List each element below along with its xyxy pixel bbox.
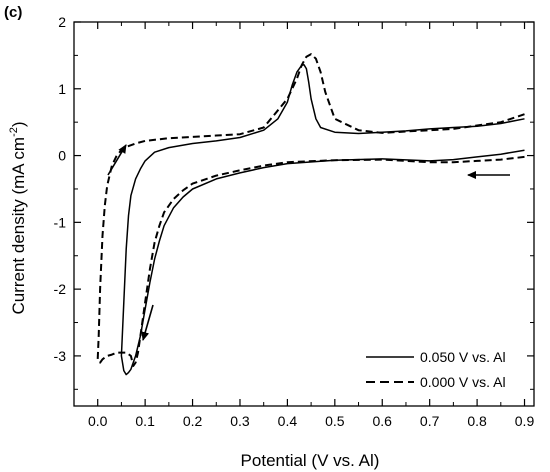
arrow-forward-scan bbox=[107, 144, 127, 176]
x-tick-label: 0.2 bbox=[183, 413, 203, 429]
legend-label-dashed: 0.000 V vs. Al bbox=[420, 374, 506, 390]
arrow-reverse-scan bbox=[141, 304, 154, 341]
y-tick-label: 0 bbox=[58, 148, 66, 164]
plot-area bbox=[73, 21, 535, 407]
scan-direction-arrows bbox=[107, 144, 510, 341]
ticks-layer: 0.0 0.1 0.2 0.3 0.4 0.5 0.6 0.7 0.8 0.9 -3 -2 -1 0 1 2 bbox=[54, 14, 535, 429]
plot-frame bbox=[73, 21, 535, 407]
x-tick-label: 0.3 bbox=[230, 413, 250, 429]
y-axis-title: Current density (mA cm-2) bbox=[8, 121, 28, 314]
series-layer bbox=[96, 53, 525, 376]
x-tick-label: 0.8 bbox=[467, 413, 487, 429]
x-tick-label: 0.0 bbox=[88, 413, 108, 429]
y-tick-label: 1 bbox=[58, 81, 66, 97]
x-tick-label: 0.5 bbox=[325, 413, 345, 429]
y-axis-title-close: ) bbox=[9, 121, 28, 127]
x-tick-label: 0.1 bbox=[135, 413, 155, 429]
y-axis-title-superscript: -2 bbox=[8, 127, 20, 137]
y-tick-label: 2 bbox=[58, 14, 66, 30]
y-axis-title-main: Current density (mA cm bbox=[9, 137, 28, 315]
panel-label: (c) bbox=[4, 4, 22, 21]
y-tick-label: -1 bbox=[54, 214, 67, 230]
x-tick-label: 0.7 bbox=[420, 413, 440, 429]
legend: 0.050 V vs. Al 0.000 V vs. Al bbox=[366, 349, 506, 390]
x-tick-label: 0.9 bbox=[515, 413, 535, 429]
legend-label-solid: 0.050 V vs. Al bbox=[420, 349, 506, 365]
x-tick-label: 0.6 bbox=[373, 413, 393, 429]
y-tick-label: -2 bbox=[54, 281, 67, 297]
x-axis-title: Potential (V vs. Al) bbox=[241, 451, 380, 470]
series-line-dashed bbox=[96, 53, 525, 367]
y-tick-label: -3 bbox=[54, 348, 67, 364]
series-line-solid bbox=[120, 63, 525, 376]
x-tick-label: 0.4 bbox=[278, 413, 298, 429]
